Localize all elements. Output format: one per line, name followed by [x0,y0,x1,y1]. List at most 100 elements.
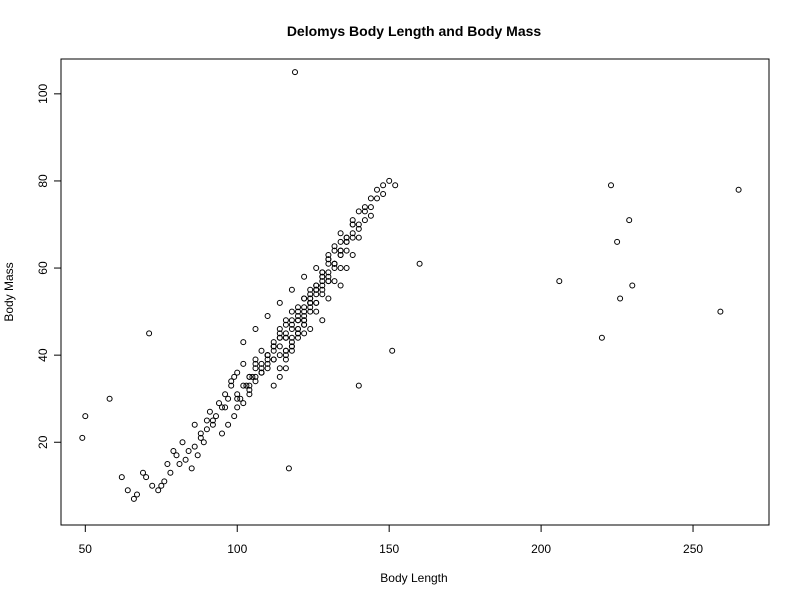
data-point [307,304,314,311]
data-point [735,186,742,193]
data-points [79,69,742,502]
data-point [288,321,295,328]
data-point [307,286,314,293]
data-point [258,369,265,376]
data-point [134,491,140,498]
data-point [598,334,605,341]
data-point [349,252,356,258]
data-point [222,391,229,398]
data-point [264,356,271,363]
data-point [307,308,314,315]
data-point [124,487,131,494]
data-point [349,221,356,228]
data-point [282,356,289,363]
data-point [270,339,277,346]
data-point [319,291,326,298]
data-point [285,465,292,472]
data-point [225,421,232,428]
data-point [276,373,283,380]
data-point [234,369,241,376]
data-point [361,204,368,211]
x-axis-label: Body Length [380,571,447,585]
data-point [301,308,308,315]
data-point [231,373,238,380]
data-point [79,434,86,441]
data-point [301,313,308,319]
x-tick-label: 250 [683,542,703,556]
data-point [130,495,137,502]
data-point [301,273,308,280]
data-point [325,260,332,267]
data-point [301,321,308,328]
data-point [270,343,277,350]
data-point [325,295,332,302]
data-point [313,291,320,298]
data-point [292,69,298,76]
data-point [219,404,225,411]
data-point [197,434,204,441]
data-point [295,334,301,341]
data-point [349,234,356,241]
data-point [355,225,362,232]
data-point [386,177,393,184]
data-point [282,317,289,324]
data-point [82,413,89,420]
data-point [252,326,259,332]
data-point [158,482,165,489]
data-point [295,317,301,324]
data-point [276,330,283,337]
data-point [319,273,326,280]
data-point [319,286,326,293]
data-point [118,474,125,481]
data-point [155,487,162,494]
data-point [246,391,253,398]
data-point [367,204,374,211]
data-point [331,265,338,271]
data-point [143,474,150,481]
data-point [331,247,338,254]
data-point [234,404,241,411]
x-tick-label: 200 [531,542,551,556]
data-point [313,282,320,289]
data-point [246,373,253,380]
data-point [270,347,277,354]
data-point [282,330,289,337]
data-point [288,334,295,341]
data-point [301,304,308,311]
y-tick-label: 20 [36,435,50,449]
data-point [264,360,271,367]
data-point [206,408,213,415]
data-point [313,265,320,271]
data-point [325,252,332,258]
data-point [608,182,614,189]
data-point [416,260,423,267]
data-point [209,421,216,428]
data-point [337,230,344,237]
data-point [240,339,247,346]
data-point [200,439,207,446]
data-point [337,238,344,245]
data-point [264,352,271,359]
data-point [228,378,235,385]
data-point [313,308,320,315]
data-point [234,395,241,402]
x-tick-label: 50 [79,542,93,556]
data-point [106,395,113,402]
data-point [149,482,156,489]
data-point [282,321,289,328]
data-point [288,317,295,324]
data-point [367,195,374,202]
data-point [389,347,396,354]
y-tick-label: 80 [36,174,50,188]
data-point [179,439,186,446]
data-point [264,313,271,319]
data-point [626,217,633,224]
data-point [355,208,362,215]
data-point [176,461,183,467]
data-point [203,417,210,424]
data-point [313,286,320,293]
data-point [337,282,344,289]
data-point [252,365,259,372]
data-point [276,299,283,306]
data-point [288,347,295,354]
